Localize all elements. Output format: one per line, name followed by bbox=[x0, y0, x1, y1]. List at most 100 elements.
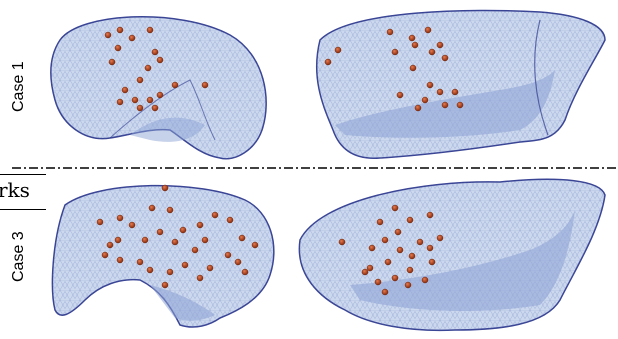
landmark-dot bbox=[121, 86, 129, 94]
landmark-dot bbox=[156, 91, 164, 99]
landmark-dot bbox=[451, 88, 459, 96]
landmark-dot bbox=[334, 46, 342, 54]
landmark-dot bbox=[391, 204, 399, 212]
landmark-dot bbox=[426, 81, 434, 89]
fragment-rule-top bbox=[0, 174, 46, 175]
landmark-dot bbox=[114, 44, 122, 52]
landmark-dot bbox=[421, 96, 429, 104]
landmark-dot bbox=[191, 246, 199, 254]
landmark-dot bbox=[171, 81, 179, 89]
landmark-dot bbox=[391, 274, 399, 282]
landmark-dot bbox=[368, 244, 376, 252]
landmark-dot bbox=[141, 236, 149, 244]
landmark-dot bbox=[136, 104, 144, 112]
fragment-rule-bottom bbox=[0, 209, 46, 210]
case1-right-mesh bbox=[315, 9, 606, 159]
landmark-dot bbox=[414, 104, 422, 112]
landmark-dot bbox=[156, 228, 164, 236]
landmark-dot bbox=[251, 241, 259, 249]
case-3-label: Case 3 bbox=[10, 231, 27, 282]
landmark-dot bbox=[238, 234, 246, 242]
landmark-dot bbox=[374, 278, 382, 286]
landmark-dot bbox=[106, 241, 114, 249]
landmark-dot bbox=[166, 268, 174, 276]
landmark-dot bbox=[436, 88, 444, 96]
landmark-dot bbox=[116, 256, 124, 264]
landmark-dot bbox=[136, 76, 144, 84]
landmark-dot bbox=[201, 236, 209, 244]
landmark-dot bbox=[148, 204, 156, 212]
landmark-dot bbox=[224, 251, 232, 259]
landmark-dot bbox=[404, 281, 412, 289]
landmark-dot bbox=[116, 214, 124, 222]
landmark-dot bbox=[436, 41, 444, 49]
landmark-dot bbox=[406, 216, 414, 224]
landmark-dot bbox=[426, 211, 434, 219]
landmark-dot bbox=[146, 96, 154, 104]
landmark-dot bbox=[376, 218, 384, 226]
landmark-dot bbox=[428, 48, 436, 56]
landmark-dot bbox=[381, 288, 389, 296]
landmark-dot bbox=[196, 221, 204, 229]
landmark-dot bbox=[424, 26, 432, 34]
landmark-dot bbox=[441, 101, 449, 109]
landmark-dot bbox=[436, 234, 444, 242]
landmark-dot bbox=[234, 258, 242, 266]
landmark-dot bbox=[411, 41, 419, 49]
landmark-dot bbox=[171, 238, 179, 246]
landmark-dot bbox=[146, 266, 154, 274]
landmark-dot bbox=[144, 64, 152, 72]
landmark-dot bbox=[156, 56, 164, 64]
case-1-label: Case 1 bbox=[10, 61, 27, 112]
landmark-dot bbox=[161, 281, 169, 289]
landmark-dot bbox=[151, 104, 159, 112]
landmark-dot bbox=[456, 101, 464, 109]
landmark-dot bbox=[128, 34, 136, 42]
landmark-dot bbox=[421, 276, 429, 284]
landmark-dot bbox=[396, 246, 404, 254]
landmark-dot bbox=[131, 96, 139, 104]
case3-right-mesh bbox=[298, 178, 606, 332]
landmark-dot bbox=[408, 252, 416, 260]
landmark-dot bbox=[114, 236, 122, 244]
case3-left-mesh bbox=[51, 184, 275, 328]
landmark-dot bbox=[211, 211, 219, 219]
landmark-dot bbox=[361, 268, 369, 276]
landmark-dot bbox=[206, 264, 214, 272]
landmark-dot bbox=[181, 261, 189, 269]
landmark-dot bbox=[338, 238, 346, 246]
landmark-dot bbox=[201, 81, 209, 89]
landmark-points bbox=[96, 26, 464, 296]
landmark-dot bbox=[408, 34, 416, 42]
landmark-dot bbox=[136, 258, 144, 266]
landmark-dot bbox=[241, 268, 249, 276]
landmark-dot bbox=[146, 26, 154, 34]
case1-left-mesh bbox=[50, 16, 267, 160]
landmark-dot bbox=[406, 266, 414, 274]
landmark-dot bbox=[96, 218, 104, 226]
landmark-dot bbox=[116, 98, 124, 106]
landmark-dot bbox=[166, 206, 174, 214]
landmark-dot bbox=[409, 64, 417, 72]
landmark-dot bbox=[108, 58, 116, 66]
landmark-dot bbox=[128, 221, 136, 229]
landmark-dot bbox=[324, 58, 332, 66]
landmark-dot bbox=[101, 251, 109, 259]
landmark-dot bbox=[416, 238, 424, 246]
landmark-dot bbox=[226, 216, 234, 224]
landmark-dot bbox=[104, 31, 112, 39]
fragment-text: rks bbox=[0, 178, 30, 202]
landmark-dot bbox=[396, 91, 404, 99]
landmark-dot bbox=[428, 258, 436, 266]
landmark-dot bbox=[179, 226, 187, 234]
landmark-dot bbox=[196, 274, 204, 282]
landmark-dot bbox=[161, 184, 169, 192]
landmark-dot bbox=[366, 264, 374, 272]
landmark-dot bbox=[151, 48, 159, 56]
landmark-dot bbox=[381, 236, 389, 244]
landmark-dot bbox=[386, 28, 394, 36]
landmark-dot bbox=[441, 54, 449, 62]
landmark-dot bbox=[394, 228, 402, 236]
landmark-dot bbox=[391, 48, 399, 56]
